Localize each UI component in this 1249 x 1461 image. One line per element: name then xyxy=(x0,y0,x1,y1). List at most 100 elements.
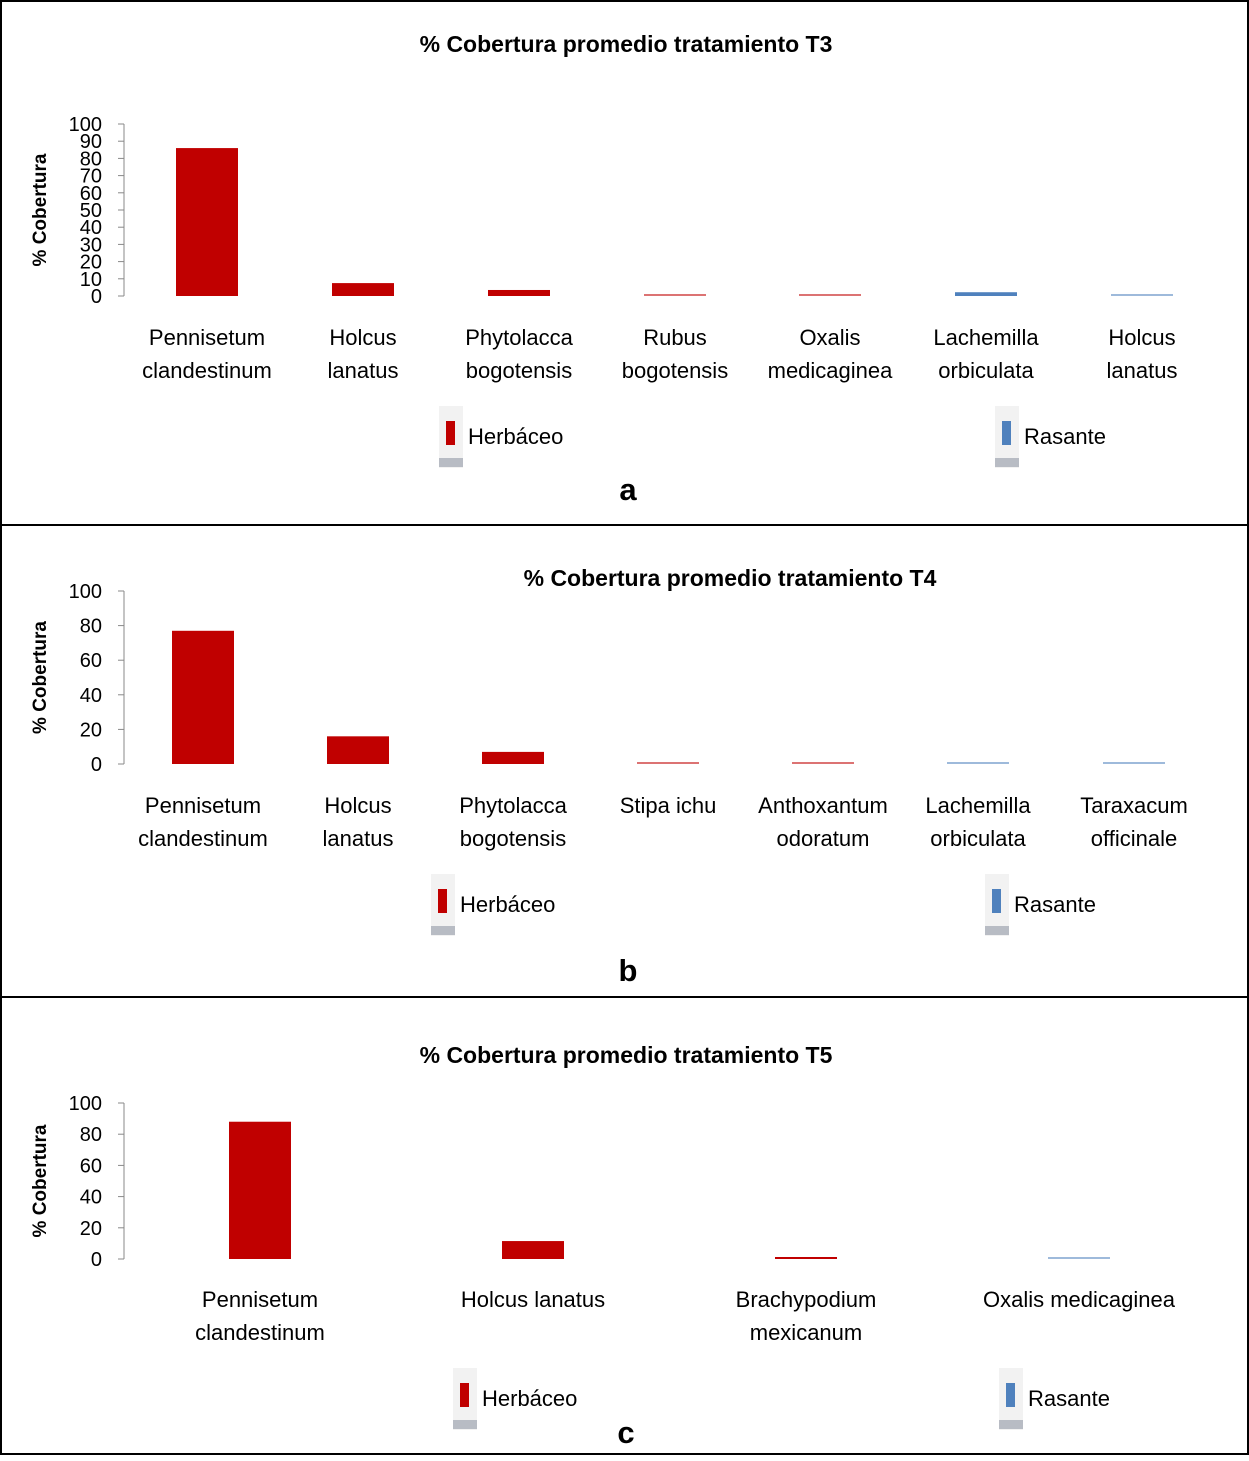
y-axis-label: % Cobertura xyxy=(30,621,51,734)
chart-title: % Cobertura promedio tratamiento T5 xyxy=(420,1042,833,1068)
y-tick-label: 20 xyxy=(80,719,102,741)
bar xyxy=(327,736,389,764)
category-label: medicaginea xyxy=(768,358,894,383)
y-tick-label: 100 xyxy=(69,114,102,136)
category-label: orbiculata xyxy=(938,358,1034,383)
legend-swatch xyxy=(1006,1383,1015,1407)
y-axis-label: % Cobertura xyxy=(30,1124,51,1237)
category-label: Oxalis xyxy=(799,325,860,350)
y-tick-label: 0 xyxy=(91,754,102,776)
bar xyxy=(637,762,699,764)
y-tick-label: 0 xyxy=(91,1249,102,1271)
bar xyxy=(229,1121,291,1259)
category-label: lanatus xyxy=(323,826,394,851)
category-label: mexicanum xyxy=(750,1320,862,1345)
y-tick-label: 20 xyxy=(80,1218,102,1240)
y-tick-label: 60 xyxy=(80,1155,102,1177)
y-axis-label: % Cobertura xyxy=(30,153,51,266)
legend-swatch xyxy=(438,889,447,913)
bar xyxy=(955,292,1017,296)
panel-letter: b xyxy=(619,953,638,988)
category-label: Rubus xyxy=(643,325,707,350)
bar xyxy=(947,762,1009,764)
y-tick-label: 10 xyxy=(80,269,102,291)
bar xyxy=(176,148,238,296)
legend-swatch-shadow xyxy=(431,926,455,935)
y-tick-label: 80 xyxy=(80,616,102,638)
category-label: Lachemilla xyxy=(933,325,1039,350)
category-label: Holcus lanatus xyxy=(461,1287,605,1312)
bar xyxy=(1103,762,1165,764)
chart-title: % Cobertura promedio tratamiento T3 xyxy=(420,31,833,57)
bar xyxy=(799,294,861,296)
y-tick-label: 50 xyxy=(80,200,102,222)
legend-swatch xyxy=(1002,421,1011,445)
category-label: Lachemilla xyxy=(925,793,1031,818)
bar xyxy=(488,289,550,296)
legend-label: Herbáceo xyxy=(460,892,555,917)
bar xyxy=(1111,294,1173,296)
legend-label: Rasante xyxy=(1024,424,1106,449)
y-tick-label: 40 xyxy=(80,1187,102,1209)
category-label: officinale xyxy=(1091,826,1177,851)
category-label: Brachypodium xyxy=(736,1287,877,1312)
legend-swatch-shadow xyxy=(985,926,1009,935)
panel-letter: c xyxy=(617,1415,634,1450)
y-tick-label: 60 xyxy=(80,650,102,672)
category-label: lanatus xyxy=(328,358,399,383)
chart-panel-b: % Cobertura promedio tratamiento T4 % Cob… xyxy=(0,524,1249,998)
legend-swatch xyxy=(460,1383,469,1407)
category-label: orbiculata xyxy=(930,826,1026,851)
y-tick-label: 40 xyxy=(80,685,102,707)
panel-letter: a xyxy=(619,472,637,507)
y-tick-label: 90 xyxy=(80,131,102,153)
legend-label: Rasante xyxy=(1014,892,1096,917)
y-tick-label: 0 xyxy=(91,286,102,308)
category-label: Phytolacca xyxy=(465,325,573,350)
legend-swatch xyxy=(446,421,455,445)
bar xyxy=(644,294,706,296)
category-label: Pennisetum xyxy=(145,793,261,818)
y-tick-label: 20 xyxy=(80,252,102,274)
y-tick-label: 80 xyxy=(80,148,102,170)
bar xyxy=(332,283,394,296)
y-tick-label: 100 xyxy=(69,581,102,603)
chart-panel-c: % Cobertura promedio tratamiento T5 % Cob… xyxy=(0,996,1249,1455)
category-label: Holcus xyxy=(1108,325,1175,350)
y-tick-label: 40 xyxy=(80,217,102,239)
legend-label: Herbáceo xyxy=(482,1386,577,1411)
legend-label: Herbáceo xyxy=(468,424,563,449)
bar xyxy=(502,1241,564,1259)
category-label: Pennisetum xyxy=(202,1287,318,1312)
bar xyxy=(1048,1257,1110,1259)
bar xyxy=(775,1257,837,1259)
category-label: clandestinum xyxy=(138,826,268,851)
category-label: lanatus xyxy=(1107,358,1178,383)
category-label: Phytolacca xyxy=(459,793,567,818)
category-label: Pennisetum xyxy=(149,325,265,350)
bar xyxy=(172,630,234,764)
y-tick-label: 100 xyxy=(69,1093,102,1115)
bar xyxy=(792,762,854,764)
legend-label: Rasante xyxy=(1028,1386,1110,1411)
category-label: clandestinum xyxy=(142,358,272,383)
category-label: bogotensis xyxy=(460,826,566,851)
category-label: clandestinum xyxy=(195,1320,325,1345)
panel-border xyxy=(0,996,1249,1455)
y-tick-label: 60 xyxy=(80,183,102,205)
legend-swatch-shadow xyxy=(995,458,1019,467)
category-label: bogotensis xyxy=(466,358,572,383)
legend-swatch-shadow xyxy=(439,458,463,467)
legend-swatch-shadow xyxy=(999,1420,1023,1429)
bar xyxy=(482,751,544,764)
chart-panel-a: % Cobertura promedio tratamiento T3 % Cob… xyxy=(0,0,1249,526)
y-tick-label: 80 xyxy=(80,1124,102,1146)
y-tick-label: 30 xyxy=(80,234,102,256)
category-label: Holcus xyxy=(329,325,396,350)
category-label: Anthoxantum xyxy=(758,793,888,818)
chart-title: % Cobertura promedio tratamiento T4 xyxy=(524,565,937,591)
category-label: bogotensis xyxy=(622,358,728,383)
legend-swatch xyxy=(992,889,1001,913)
y-tick-label: 70 xyxy=(80,166,102,188)
